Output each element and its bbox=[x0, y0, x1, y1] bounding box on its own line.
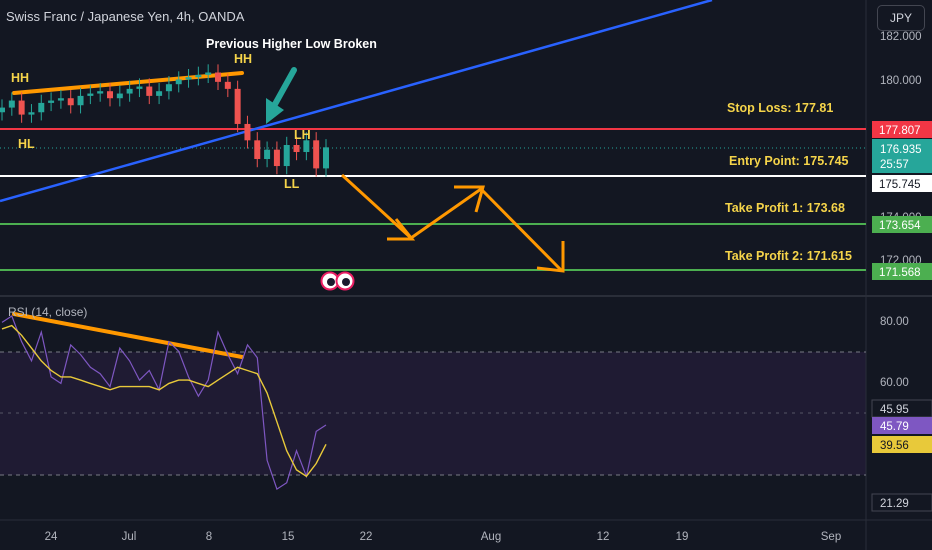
candle-body bbox=[313, 140, 320, 169]
rsi-line bbox=[1, 315, 327, 491]
rsi-y-tick-label: 80.00 bbox=[880, 316, 909, 328]
x-tick-label: 15 bbox=[282, 531, 295, 543]
candle-body bbox=[77, 95, 84, 106]
candle-body bbox=[293, 145, 300, 153]
stop-loss-price: 177.807 bbox=[879, 125, 921, 137]
candle-body bbox=[224, 81, 231, 89]
candle-body bbox=[48, 100, 55, 103]
candle-body bbox=[156, 91, 163, 96]
candle-body bbox=[116, 93, 123, 99]
take-profit-1-label: Take Profit 1: 173.68 bbox=[725, 201, 845, 215]
candle-body bbox=[303, 140, 310, 153]
stop-loss-price-box bbox=[872, 121, 932, 138]
tp2-price-box bbox=[872, 263, 932, 280]
symbol-title: Swiss Franc / Japanese Yen, 4h, OANDA bbox=[6, 9, 245, 24]
broken-low-label: Previous Higher Low Broken bbox=[206, 37, 377, 51]
candle-body bbox=[244, 123, 251, 141]
x-tick-label: 12 bbox=[597, 531, 610, 543]
y-tick-label: 180.000 bbox=[880, 75, 922, 87]
candle-body bbox=[205, 72, 212, 75]
rsi-ma-value: 39.56 bbox=[880, 440, 909, 452]
tp1-price-box bbox=[872, 216, 932, 233]
x-tick-label: Aug bbox=[481, 531, 501, 543]
candle-body bbox=[97, 91, 104, 94]
candle-body bbox=[273, 149, 280, 167]
candle-body bbox=[57, 98, 64, 101]
rsi-value: 45.79 bbox=[880, 421, 909, 433]
candle-body bbox=[165, 84, 172, 92]
candle-body bbox=[215, 72, 221, 82]
last-price: 176.935 bbox=[880, 144, 922, 156]
last-price-box bbox=[872, 139, 932, 173]
candle-body bbox=[136, 86, 143, 89]
price-candles bbox=[0, 64, 329, 177]
x-tick-label: 8 bbox=[206, 531, 212, 543]
candle-body bbox=[175, 79, 182, 85]
price-divergence-line[interactable] bbox=[12, 71, 244, 95]
eyes-icon bbox=[320, 271, 355, 291]
x-tick-label: 24 bbox=[45, 531, 58, 543]
candle-body bbox=[38, 102, 45, 113]
candle-body bbox=[264, 149, 271, 160]
bar-countdown: 25:57 bbox=[880, 159, 909, 171]
candle-body bbox=[283, 145, 290, 167]
x-tick-label: Jul bbox=[122, 531, 137, 543]
candle-body bbox=[146, 86, 153, 96]
candle-body bbox=[0, 107, 5, 113]
candle-body bbox=[126, 88, 133, 94]
candle-body bbox=[28, 112, 35, 115]
projected-path[interactable] bbox=[340, 173, 564, 273]
x-tick-label: 22 bbox=[360, 531, 373, 543]
rsi-ma-value-box bbox=[872, 436, 932, 453]
candle-body bbox=[8, 100, 15, 108]
candle-body bbox=[254, 140, 261, 160]
entry-price: 175.745 bbox=[879, 179, 921, 191]
candle-body bbox=[195, 74, 202, 78]
hh-right-label: HH bbox=[234, 52, 252, 66]
teal-arrow-icon bbox=[266, 67, 297, 124]
stop-loss-label: Stop Loss: 177.81 bbox=[727, 101, 833, 115]
rsi-title: RSI (14, close) bbox=[8, 305, 88, 319]
rsi-divergence-line[interactable] bbox=[12, 312, 244, 359]
candle-body bbox=[323, 147, 329, 169]
rsi-lower-value: 21.29 bbox=[880, 498, 909, 510]
rsi-y-tick-label: 60.00 bbox=[880, 377, 909, 389]
rsi-ma-line bbox=[1, 324, 327, 478]
candle-body bbox=[67, 98, 74, 106]
take-profit-2-label: Take Profit 2: 171.615 bbox=[725, 249, 852, 263]
x-tick-label: Sep bbox=[821, 531, 841, 543]
candle-body bbox=[107, 91, 113, 99]
projection-arrowhead-3 bbox=[536, 241, 565, 273]
rsi-value-box bbox=[872, 417, 932, 434]
entry-price-box bbox=[872, 175, 932, 192]
y-tick-label: 182.000 bbox=[880, 31, 922, 43]
tp1-price: 173.654 bbox=[879, 220, 921, 232]
tp2-price: 171.568 bbox=[879, 267, 921, 279]
rsi-lower-value-box bbox=[871, 493, 932, 512]
projection-arrowhead-2 bbox=[454, 185, 485, 213]
projection-arrowhead-1 bbox=[387, 218, 416, 241]
blue-trendline[interactable] bbox=[0, 0, 713, 203]
hl-label: HL bbox=[18, 137, 35, 151]
x-tick-label: 19 bbox=[676, 531, 689, 543]
lh-label: LH bbox=[294, 128, 311, 142]
candle-body bbox=[87, 93, 94, 96]
candle-body bbox=[18, 100, 25, 115]
entry-label: Entry Point: 175.745 bbox=[729, 154, 849, 168]
rsi-upper-value: 45.95 bbox=[880, 404, 909, 416]
currency-button[interactable]: JPY bbox=[877, 5, 925, 31]
hh-left-label: HH bbox=[11, 71, 29, 85]
candle-body bbox=[185, 77, 192, 80]
ll-label: LL bbox=[284, 177, 300, 191]
candle-body bbox=[234, 88, 241, 124]
